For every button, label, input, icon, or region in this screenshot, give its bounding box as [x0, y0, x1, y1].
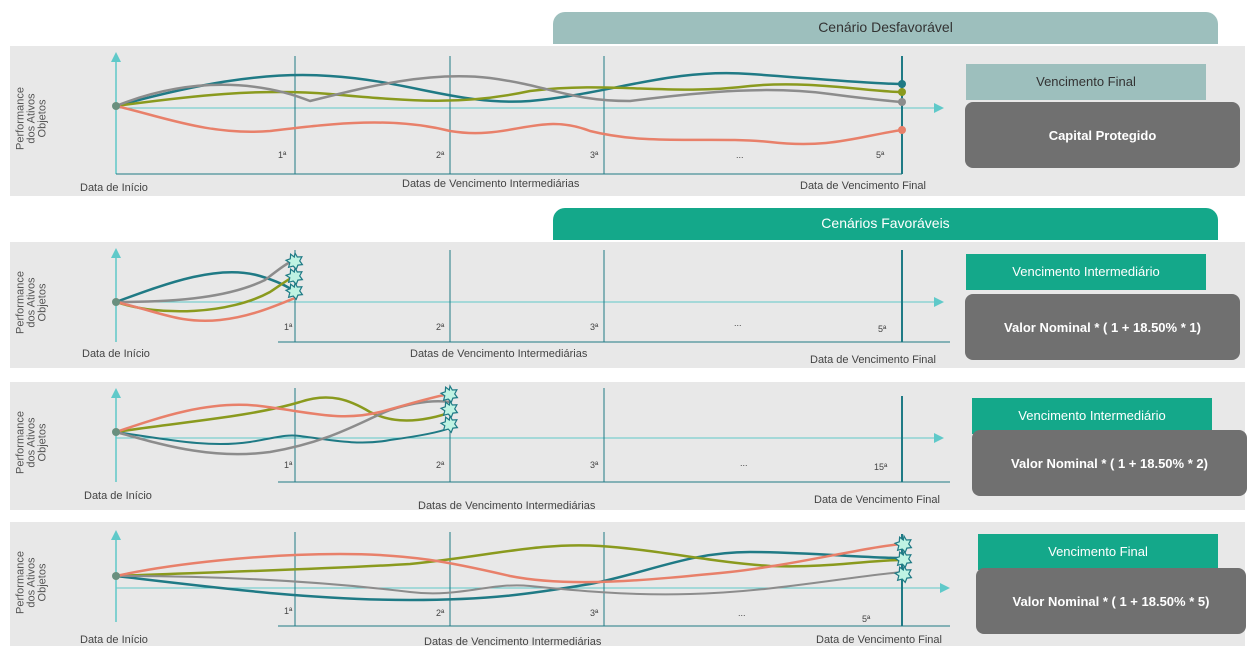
star-icon: [893, 534, 913, 554]
series-teal: [115, 71, 903, 108]
maturity-tab: Vencimento Final: [978, 534, 1218, 570]
maturity-tab: Vencimento Intermediário: [966, 254, 1206, 290]
tick-final: 15ª: [874, 462, 888, 472]
result-box: Valor Nominal * ( 1 + 18.50% * 1): [965, 294, 1240, 360]
performance-chart-2: [111, 248, 950, 343]
x-axis-arrow: [934, 103, 944, 113]
tick-3: 3ª: [590, 608, 599, 618]
tick-3: 3ª: [590, 322, 599, 332]
final-date-label: Data de Vencimento Final: [816, 634, 942, 646]
series-green: [115, 544, 903, 578]
result-box: Valor Nominal * ( 1 + 18.50% * 5): [976, 568, 1246, 634]
series-green: [115, 274, 296, 313]
result-box: Valor Nominal * ( 1 + 18.50% * 2): [972, 430, 1247, 496]
start-date-label: Data de Início: [82, 348, 150, 360]
y-axis-arrow: [111, 530, 121, 540]
series-teal: [115, 550, 903, 602]
performance-chart-1: [111, 52, 944, 175]
scenario-panel-favorable-1: Performance dos Ativos Objetos 1ª 2ª 3ª …: [10, 242, 1245, 368]
series-orange: [115, 296, 296, 322]
scenario-panel-favorable-2: Performance dos Ativos Objetos 1ª 2ª 3ª …: [10, 382, 1247, 512]
series-green: [115, 83, 903, 108]
start-point: [112, 102, 120, 110]
series-orange: [115, 392, 451, 434]
tick-ellipsis: ...: [734, 318, 742, 328]
series-orange: [115, 104, 903, 146]
y-axis-arrow: [111, 248, 121, 258]
tick-1: 1ª: [284, 322, 293, 332]
tick-3: 3ª: [590, 460, 599, 470]
x-axis-arrow: [934, 433, 944, 443]
start-date-label: Data de Início: [80, 182, 148, 194]
intermediate-dates-label: Datas de Vencimento Intermediárias: [418, 500, 596, 512]
series-gray: [115, 75, 903, 108]
performance-chart-3: [111, 384, 950, 483]
maturity-tab: Vencimento Intermediário: [972, 398, 1212, 434]
star-icon: [439, 414, 459, 434]
star-icon: [439, 399, 459, 419]
start-date-label: Data de Início: [84, 490, 152, 502]
tick-ellipsis: ...: [740, 458, 748, 468]
end-point-green: [898, 88, 906, 96]
star-icon: [893, 549, 913, 569]
trigger-star-icons: [893, 534, 913, 584]
tick-1: 1ª: [284, 460, 293, 470]
series-orange: [115, 542, 903, 584]
x-axis-arrow: [940, 583, 950, 593]
unfavorable-scenario-header: Cenário Desfavorável: [553, 12, 1218, 44]
end-point-teal: [898, 80, 906, 88]
tick-ellipsis: ...: [736, 150, 744, 160]
star-icon: [284, 251, 304, 271]
start-point: [112, 298, 120, 306]
x-axis-arrow: [934, 297, 944, 307]
intermediate-dates-label: Datas de Vencimento Intermediárias: [402, 178, 580, 190]
performance-chart-4: [111, 530, 950, 627]
favorable-scenarios-header: Cenários Favoráveis: [553, 208, 1218, 240]
tick-2: 2ª: [436, 608, 445, 618]
scenario-panel-unfavorable: Performance dos Ativos Objetos 1ª 2ª 3ª …: [10, 46, 1245, 196]
tick-1: 1ª: [284, 606, 293, 616]
tick-ellipsis: ...: [738, 608, 746, 618]
tick-2: 2ª: [436, 150, 445, 160]
final-date-label: Data de Vencimento Final: [800, 180, 926, 192]
tick-1: 1ª: [278, 150, 287, 160]
final-date-label: Data de Vencimento Final: [814, 494, 940, 506]
trigger-star-icons: [284, 251, 304, 301]
y-axis-arrow: [111, 52, 121, 62]
end-point-orange: [898, 126, 906, 134]
tick-final: 5ª: [878, 324, 887, 334]
tick-3: 3ª: [590, 150, 599, 160]
intermediate-dates-label: Datas de Vencimento Intermediárias: [410, 348, 588, 360]
series-green: [115, 396, 451, 434]
tick-2: 2ª: [436, 460, 445, 470]
start-point: [112, 572, 120, 580]
tick-final: 5ª: [876, 150, 885, 160]
final-date-label: Data de Vencimento Final: [810, 354, 936, 366]
maturity-tab: Vencimento Final: [966, 64, 1206, 100]
star-icon: [284, 281, 304, 301]
star-icon: [893, 564, 913, 584]
scenario-panel-favorable-3: Performance dos Ativos Objetos 1ª 2ª 3ª …: [10, 522, 1246, 648]
series-teal: [115, 427, 451, 446]
result-box: Capital Protegido: [965, 102, 1240, 168]
series-gray: [115, 258, 296, 304]
trigger-star-icons: [439, 384, 459, 434]
tick-final: 5ª: [862, 614, 871, 624]
y-axis-arrow: [111, 388, 121, 398]
series-teal: [115, 270, 296, 304]
intermediate-dates-label: Datas de Vencimento Intermediárias: [424, 636, 602, 648]
start-point: [112, 428, 120, 436]
star-icon: [284, 266, 304, 286]
series-gray: [115, 571, 903, 596]
tick-2: 2ª: [436, 322, 445, 332]
start-date-label: Data de Início: [80, 634, 148, 646]
end-point-gray: [898, 98, 906, 106]
star-icon: [439, 384, 459, 404]
